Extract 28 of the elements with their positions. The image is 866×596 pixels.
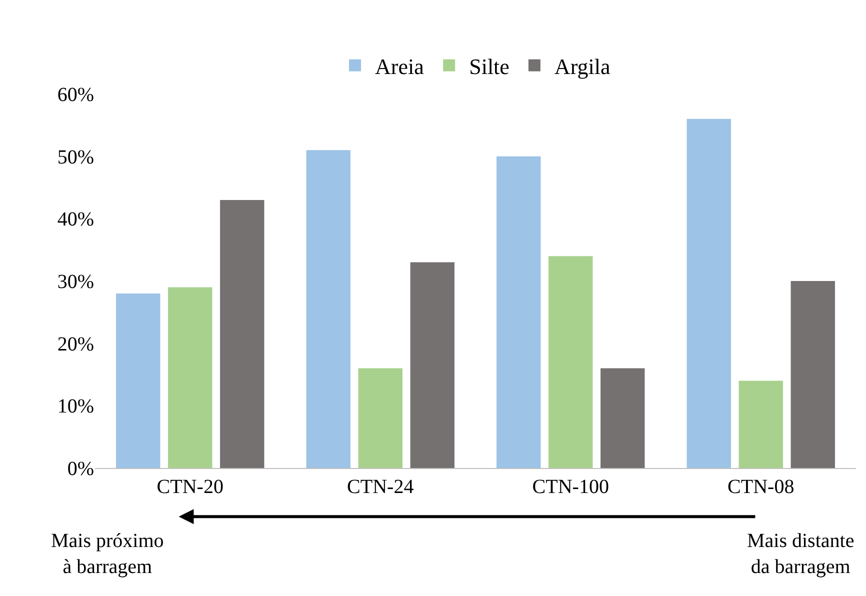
text: Mais distante da barragem	[747, 530, 854, 578]
bar	[168, 287, 212, 468]
y-tick-label: 30%	[57, 271, 94, 293]
y-tick-label: 0%	[67, 458, 94, 480]
bar	[790, 281, 835, 468]
y-tick-label: 20%	[57, 333, 94, 356]
bar	[306, 150, 350, 468]
text: Mais próximo à barragem	[51, 530, 164, 578]
bar	[600, 368, 645, 468]
y-tick-label: 10%	[57, 396, 94, 418]
bar	[496, 156, 541, 468]
x-tick-label: CTN-20	[156, 476, 224, 498]
x-tick-label: CTN-08	[728, 476, 794, 498]
bar	[220, 200, 264, 468]
bar	[410, 262, 454, 468]
legend-label: Argila	[554, 54, 610, 79]
x-tick-label: CTN-24	[347, 476, 414, 498]
legend-label: Silte	[469, 54, 510, 79]
y-tick-label: 40%	[57, 208, 94, 231]
bar	[116, 293, 160, 468]
x-tick-label: CTN-100	[532, 476, 609, 498]
bar	[686, 118, 731, 468]
bar	[548, 256, 593, 468]
y-tick-label: 60%	[57, 84, 94, 106]
bar	[358, 368, 402, 468]
bar	[738, 380, 783, 468]
y-tick-label: 50%	[57, 146, 94, 168]
legend-label: Areia	[375, 54, 424, 79]
